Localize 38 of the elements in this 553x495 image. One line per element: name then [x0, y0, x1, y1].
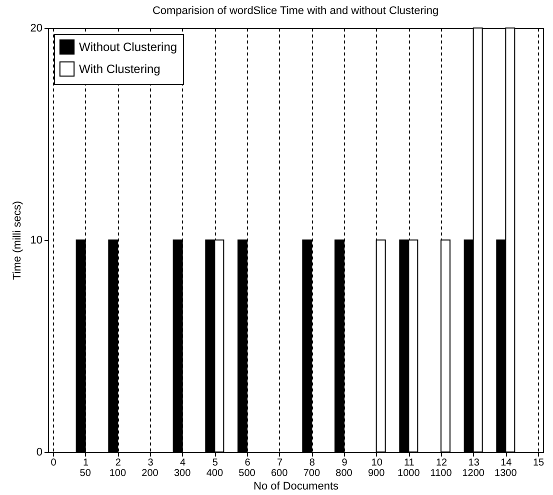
- x-tick-label: 1: [83, 458, 90, 468]
- x-tick-label: 8: [309, 458, 316, 468]
- text: 1200: [462, 468, 485, 479]
- legend-label: Without Clustering: [79, 40, 178, 54]
- text: 800: [336, 468, 353, 479]
- text: 1300: [494, 468, 518, 479]
- y-tick-label: 0: [36, 446, 42, 458]
- x-tick-label: 10: [371, 458, 383, 468]
- text: 600: [270, 468, 288, 479]
- x-tick-label: 9: [342, 458, 348, 468]
- y-tick-label: 10: [30, 234, 42, 246]
- x-tick-label: 13: [468, 458, 480, 468]
- x-tick-label: 12: [436, 458, 448, 468]
- text: 400: [206, 468, 224, 479]
- x-tick-label: 14: [500, 458, 512, 468]
- x-axis-title: No of Documents: [254, 480, 339, 492]
- y-tick-label: 20: [30, 22, 42, 34]
- x-tick-label: 2: [115, 458, 122, 468]
- x-tick-label: 15: [532, 458, 544, 468]
- text: 50: [80, 468, 92, 479]
- chart-title: Comparision of wordSlice Time with and without Clustering: [152, 5, 439, 17]
- x-tick-label: 11: [404, 458, 415, 468]
- text: 1000: [398, 468, 420, 479]
- x-tick-label: 4: [180, 458, 186, 468]
- text: 900: [368, 468, 386, 479]
- x-tick-label: 6: [244, 458, 251, 468]
- text: 500: [238, 468, 256, 479]
- text: 1100: [430, 468, 452, 479]
- text: 700: [303, 468, 320, 479]
- x-tick-label: 5: [212, 458, 218, 468]
- x-tick-label: 7: [277, 458, 284, 468]
- x-tick-label: 3: [148, 458, 154, 468]
- x-tick-label: 0: [50, 458, 57, 468]
- text: 200: [142, 468, 159, 479]
- text: 100: [109, 468, 126, 479]
- y-axis-title: Time (milli secs): [11, 200, 24, 280]
- legend-label: With Clustering: [79, 62, 160, 76]
- text: 300: [174, 468, 192, 479]
